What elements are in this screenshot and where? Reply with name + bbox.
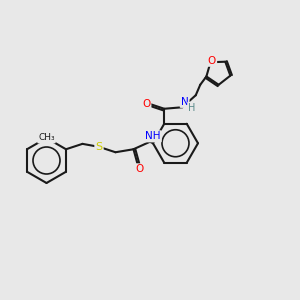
Text: S: S <box>95 142 103 152</box>
Text: N: N <box>181 97 188 107</box>
Text: O: O <box>135 164 144 174</box>
Text: O: O <box>208 56 216 66</box>
Text: H: H <box>188 103 196 113</box>
Text: O: O <box>142 99 150 109</box>
Text: NH: NH <box>145 131 161 141</box>
Text: CH₃: CH₃ <box>38 134 55 142</box>
